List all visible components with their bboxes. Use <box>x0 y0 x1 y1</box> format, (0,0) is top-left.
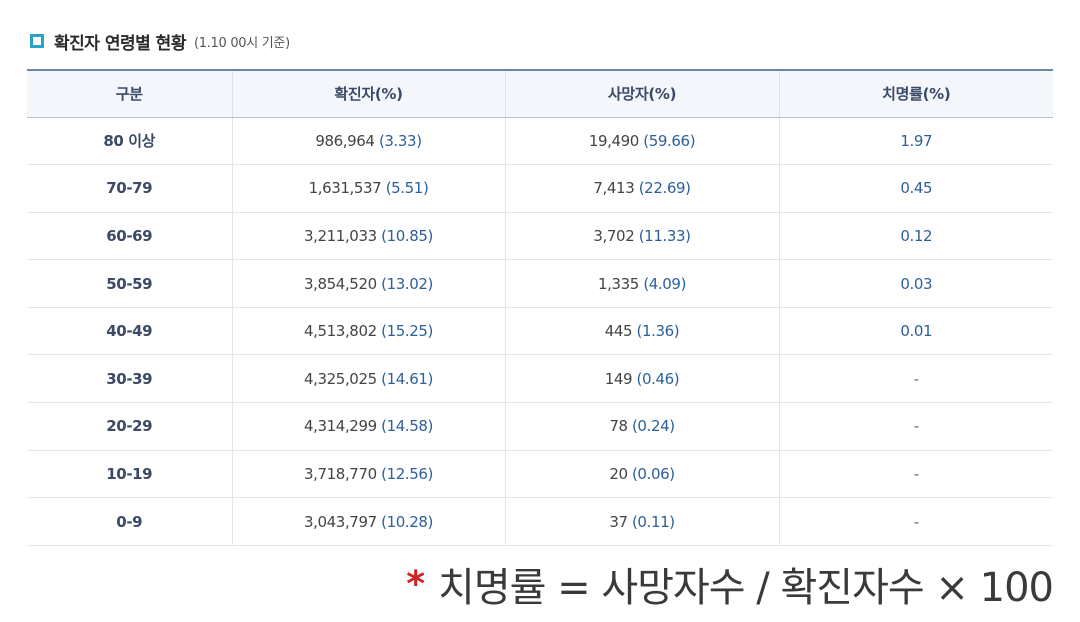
fatality-rate-cell: 0.01 <box>779 307 1053 356</box>
table-row: 60-69 3,211,033 (10.85) 3,702 (11.33) 0.12 <box>27 212 1053 261</box>
table-header-row: 구분 확진자(%) 사망자(%) 치명률(%) <box>27 69 1053 118</box>
confirmed-percent: (13.02) <box>381 274 433 293</box>
fatality-rate-cell: 0.12 <box>779 212 1053 261</box>
deaths-percent: (1.36) <box>636 322 680 341</box>
confirmed-count: 986,964 <box>315 131 375 150</box>
deaths-percent: (11.33) <box>638 226 691 245</box>
age-group-cell: 80 이상 <box>27 117 233 166</box>
age-group-cell: 0-9 <box>27 497 233 546</box>
age-group-cell: 70-79 <box>27 164 233 213</box>
confirmed-percent: (14.58) <box>381 417 433 436</box>
deaths-percent: (22.69) <box>638 179 691 198</box>
column-header-category: 구분 <box>27 69 233 118</box>
confirmed-percent: (12.56) <box>381 464 433 483</box>
deaths-percent: (0.06) <box>631 464 675 483</box>
table-row: 30-39 4,325,025 (14.61) 149 (0.46) - <box>27 354 1053 404</box>
table-row: 0-9 3,043,797 (10.28) 37 (0.11) - <box>27 497 1053 546</box>
deaths-percent: (59.66) <box>643 131 696 150</box>
confirmed-cell: 4,513,802 (15.25) <box>232 307 506 356</box>
deaths-cell: 149 (0.46) <box>505 354 780 404</box>
confirmed-percent: (10.28) <box>381 512 433 531</box>
confirmed-cell: 986,964 (3.33) <box>232 117 506 166</box>
confirmed-cell: 1,631,537 (5.51) <box>232 164 506 213</box>
deaths-count: 37 <box>609 512 628 531</box>
deaths-cell: 78 (0.24) <box>505 402 780 451</box>
fatality-rate-cell: - <box>779 450 1053 499</box>
deaths-percent: (0.46) <box>636 369 680 388</box>
confirmed-count: 3,043,797 <box>304 512 377 531</box>
deaths-count: 20 <box>609 464 628 483</box>
age-group-cell: 40-49 <box>27 307 233 356</box>
table-row: 80 이상 986,964 (3.33) 19,490 (59.66) 1.97 <box>27 117 1053 166</box>
asterisk-mark: * <box>406 563 425 605</box>
confirmed-percent: (15.25) <box>381 322 433 341</box>
fatality-rate-cell: 0.03 <box>779 259 1053 308</box>
deaths-cell: 19,490 (59.66) <box>505 117 780 166</box>
deaths-cell: 445 (1.36) <box>505 307 780 356</box>
column-header-fatality: 치명률(%) <box>779 69 1053 118</box>
confirmed-cell: 4,314,299 (14.58) <box>232 402 506 451</box>
table-row: 70-79 1,631,537 (5.51) 7,413 (22.69) 0.45 <box>27 164 1053 213</box>
table-row: 10-19 3,718,770 (12.56) 20 (0.06) - <box>27 450 1053 499</box>
age-group-cell: 50-59 <box>27 259 233 308</box>
confirmed-count: 4,513,802 <box>304 322 377 341</box>
fatality-rate-cell: - <box>779 497 1053 546</box>
fatality-rate-cell: - <box>779 354 1053 404</box>
deaths-count: 3,702 <box>593 226 635 245</box>
confirmed-count: 4,314,299 <box>304 417 377 436</box>
age-group-cell: 10-19 <box>27 450 233 499</box>
confirmed-percent: (5.51) <box>385 179 429 198</box>
confirmed-count: 3,718,770 <box>304 464 377 483</box>
deaths-percent: (0.24) <box>631 417 675 436</box>
square-bullet-icon <box>30 34 44 48</box>
deaths-count: 149 <box>604 369 633 388</box>
deaths-cell: 20 (0.06) <box>505 450 780 499</box>
age-group-cell: 60-69 <box>27 212 233 261</box>
age-status-table-container: 구분 확진자(%) 사망자(%) 치명률(%) 80 이상 986,964 (3.… <box>27 69 1053 546</box>
deaths-count: 78 <box>609 417 628 436</box>
table-body: 80 이상 986,964 (3.33) 19,490 (59.66) 1.97 70-… <box>27 117 1053 546</box>
deaths-percent: (4.09) <box>643 274 687 293</box>
confirmed-cell: 3,043,797 (10.28) <box>232 497 506 546</box>
deaths-cell: 1,335 (4.09) <box>505 259 780 308</box>
confirmed-cell: 3,718,770 (12.56) <box>232 450 506 499</box>
formula-text: 치명률 = 사망자수 / 확진자수 × 100 <box>438 565 1054 611</box>
confirmed-count: 1,631,537 <box>308 179 382 198</box>
deaths-cell: 37 (0.11) <box>505 497 780 546</box>
column-header-confirmed: 확진자(%) <box>232 69 506 118</box>
table-row: 20-29 4,314,299 (14.58) 78 (0.24) - <box>27 402 1053 451</box>
deaths-cell: 7,413 (22.69) <box>505 164 780 213</box>
confirmed-cell: 4,325,025 (14.61) <box>232 354 506 404</box>
age-group-cell: 30-39 <box>27 354 233 404</box>
deaths-percent: (0.11) <box>631 512 675 531</box>
age-group-cell: 20-29 <box>27 402 233 451</box>
deaths-count: 1,335 <box>597 274 639 293</box>
fatality-rate-cell: - <box>779 402 1053 451</box>
deaths-cell: 3,702 (11.33) <box>505 212 780 261</box>
confirmed-percent: (3.33) <box>378 131 422 150</box>
age-status-table: 구분 확진자(%) 사망자(%) 치명률(%) 80 이상 986,964 (3.… <box>27 69 1053 546</box>
confirmed-count: 3,854,520 <box>304 274 377 293</box>
confirmed-cell: 3,854,520 (13.02) <box>232 259 506 308</box>
section-header: 확진자 연령별 현황 (1.10 00시 기준) <box>30 28 290 54</box>
confirmed-percent: (14.61) <box>381 369 433 388</box>
deaths-count: 445 <box>604 322 633 341</box>
table-row: 40-49 4,513,802 (15.25) 445 (1.36) 0.01 <box>27 307 1053 356</box>
deaths-count: 7,413 <box>593 179 635 198</box>
confirmed-count: 3,211,033 <box>304 226 377 245</box>
section-subtitle: (1.10 00시 기준) <box>193 35 290 51</box>
table-row: 50-59 3,854,520 (13.02) 1,335 (4.09) 0.03 <box>27 259 1053 308</box>
confirmed-cell: 3,211,033 (10.85) <box>232 212 506 261</box>
confirmed-count: 4,325,025 <box>304 369 377 388</box>
column-header-deaths: 사망자(%) <box>505 69 780 118</box>
section-title: 확진자 연령별 현황 <box>54 33 186 54</box>
confirmed-percent: (10.85) <box>381 226 433 245</box>
fatality-rate-cell: 0.45 <box>779 164 1053 213</box>
deaths-count: 19,490 <box>588 131 639 150</box>
fatality-formula-note: * 치명률 = 사망자수 / 확진자수 × 100 <box>406 556 1054 612</box>
fatality-rate-cell: 1.97 <box>779 117 1053 166</box>
